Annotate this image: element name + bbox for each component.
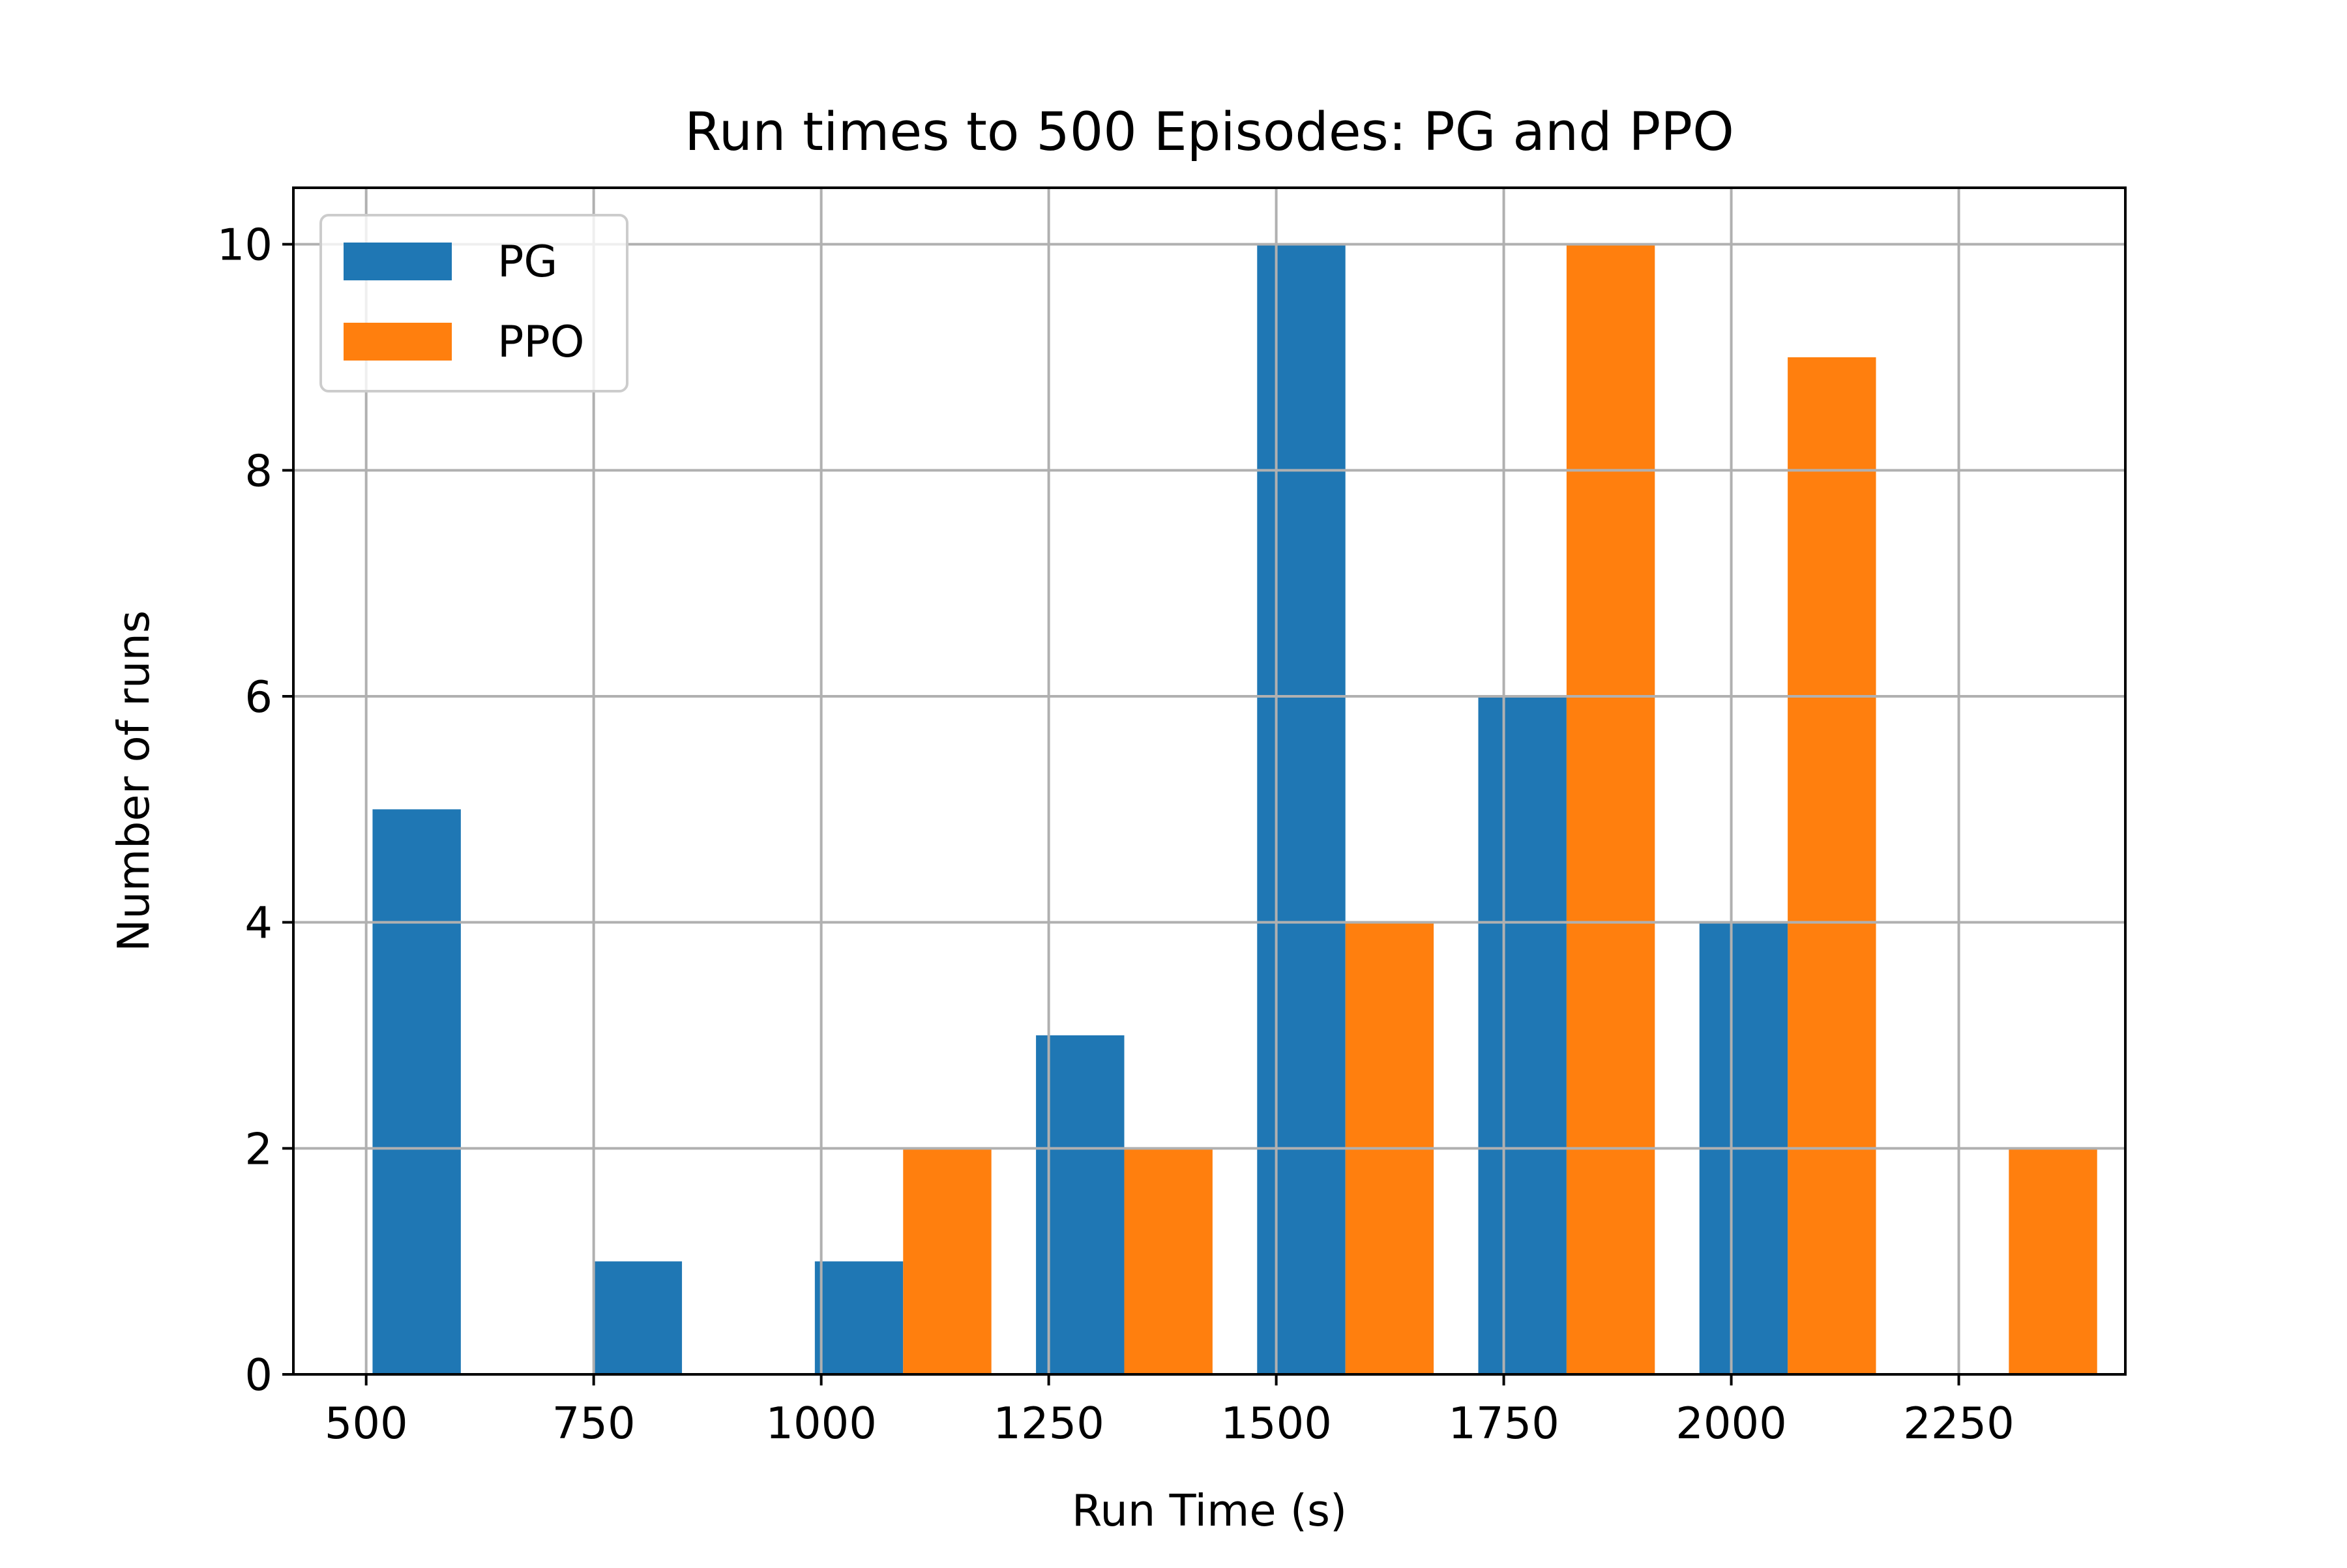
bar-ppo-5 xyxy=(2009,1148,2097,1374)
x-tick-label-750: 750 xyxy=(552,1398,636,1449)
x-axis-label: Run Time (s) xyxy=(1072,1485,1347,1536)
x-tick-label-2250: 2250 xyxy=(1903,1398,2015,1449)
bar-ppo-3 xyxy=(1566,244,1655,1375)
y-tick-label-10: 10 xyxy=(217,220,273,271)
legend: PG PPO xyxy=(319,214,628,392)
legend-swatch-pg xyxy=(344,243,452,280)
x-tick-label-1000: 1000 xyxy=(765,1398,877,1449)
ticks: 500 750 1000 1250 1500 1750 2000 2250 0 2 4 6 8 10 xyxy=(217,220,2015,1449)
bar-pg-0 xyxy=(372,809,461,1374)
x-tick-label-1250: 1250 xyxy=(993,1398,1104,1449)
bar-ppo-1 xyxy=(1124,1148,1213,1374)
x-tick-label-2000: 2000 xyxy=(1675,1398,1787,1449)
bar-pg-5 xyxy=(1478,696,1567,1374)
y-tick-label-8: 8 xyxy=(244,445,273,496)
bar-ppo-0 xyxy=(903,1148,992,1374)
y-tick-label-6: 6 xyxy=(244,672,273,722)
y-tick-label-4: 4 xyxy=(244,898,273,949)
chart-title: Run times to 500 Episodes: PG and PPO xyxy=(685,102,1734,163)
y-axis-label: Number of runs xyxy=(108,610,159,952)
x-tick-label-1750: 1750 xyxy=(1448,1398,1559,1449)
bar-pg-4 xyxy=(1257,244,1346,1375)
bars xyxy=(372,244,2097,1375)
legend-label-pg: PG xyxy=(497,236,557,287)
bar-pg-2 xyxy=(814,1261,904,1374)
x-tick-label-1500: 1500 xyxy=(1220,1398,1332,1449)
y-tick-label-2: 2 xyxy=(244,1123,273,1174)
bar-pg-1 xyxy=(593,1261,683,1374)
y-tick-label-0: 0 xyxy=(244,1350,273,1400)
x-tick-label-500: 500 xyxy=(325,1398,408,1449)
legend-swatch-ppo xyxy=(344,323,452,361)
bar-pg-3 xyxy=(1036,1035,1125,1374)
bar-ppo-4 xyxy=(1788,357,1876,1374)
legend-label-ppo: PPO xyxy=(497,316,585,367)
plot-frame xyxy=(292,186,2127,1376)
